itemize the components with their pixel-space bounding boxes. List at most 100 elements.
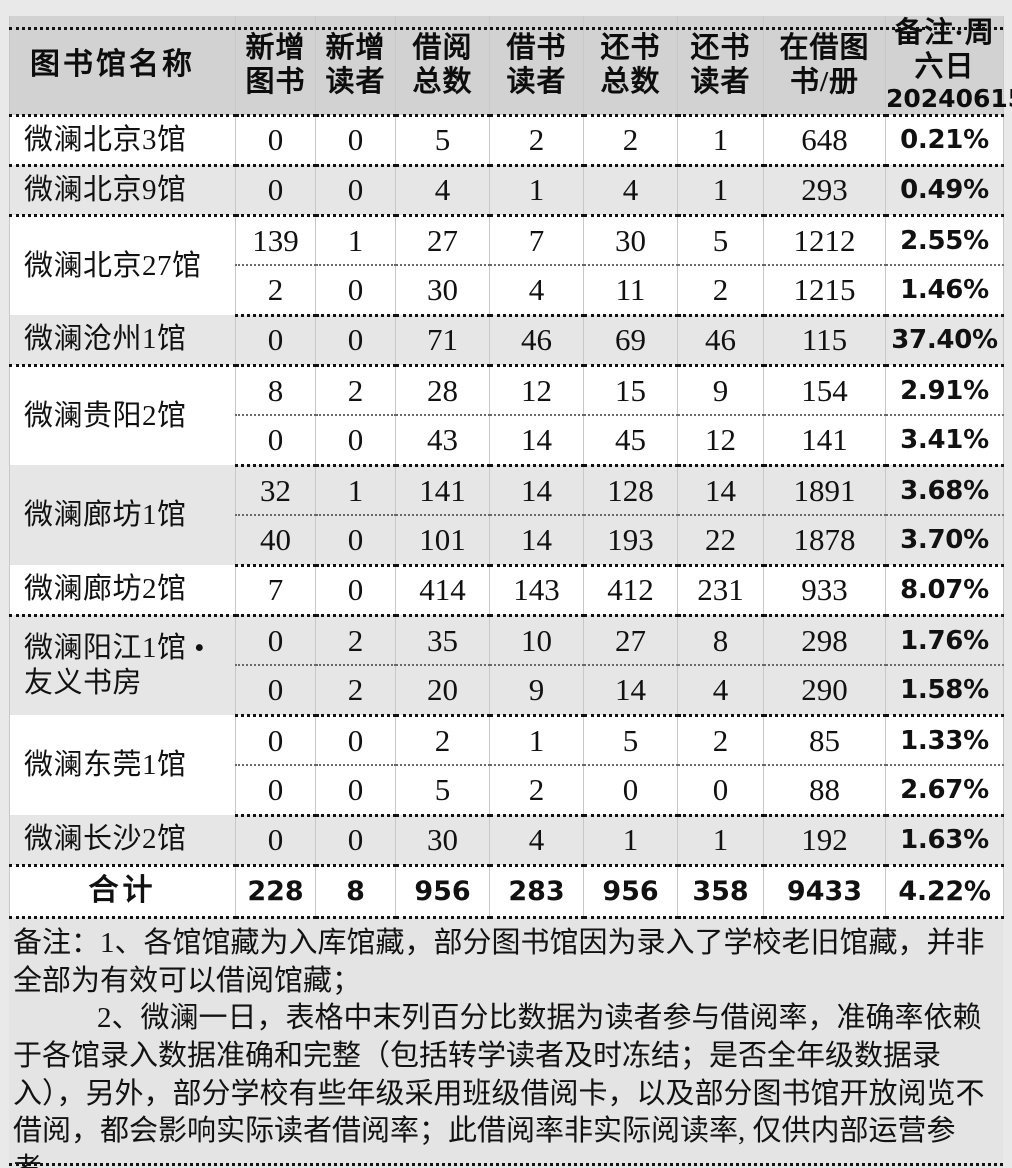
table-row: 微澜贵阳2馆 8 2 28 12 15 9 154 2.91%: [9, 365, 1004, 466]
cell-on-loan: 85: [763, 715, 886, 767]
header-library-name: 图书馆名称: [9, 16, 236, 117]
cell-new-books: 0: [235, 315, 316, 367]
table-row: 0 2 20 9 14 4 290 1.58%: [10, 665, 1004, 717]
totals-return-readers: 358: [677, 865, 764, 919]
cell-new-books: 139: [235, 215, 316, 267]
cell-borrow-total: 20: [395, 665, 490, 717]
cell-new-books: 0: [235, 765, 316, 817]
cell-borrow-total: 5: [395, 765, 490, 817]
cell-borrow-total: 101: [395, 515, 490, 567]
cell-borrow-total: 30: [395, 815, 490, 867]
cell-participation-rate: 2.55%: [885, 215, 1004, 267]
header-borrow-readers: 借书 读者: [489, 16, 584, 117]
cell-return-total: 412: [583, 565, 678, 617]
totals-new-readers: 8: [315, 865, 396, 919]
cell-on-loan: 293: [763, 165, 886, 217]
library-name-cell: 微澜北京3馆: [9, 115, 236, 167]
cell-participation-rate: 3.70%: [885, 515, 1004, 567]
cell-borrow-readers: 9: [489, 665, 584, 717]
cell-on-loan: 1212: [763, 215, 886, 267]
table-row: 微澜北京3馆 0 0 5 2 2 1 648 0.21%: [9, 115, 1004, 167]
library-name-cell: 微澜长沙2馆: [9, 815, 236, 867]
cell-new-readers: 2: [315, 365, 396, 417]
table-row: 微澜阳江1馆 • 友义书房 0 2 35 10 27 8 298 1.76%: [9, 615, 1004, 716]
cell-return-total: 27: [583, 615, 678, 667]
cell-new-readers: 0: [315, 115, 396, 167]
cell-new-books: 0: [235, 165, 316, 217]
cell-new-readers: 0: [315, 315, 396, 367]
header-return-readers-line1: 还书: [690, 31, 751, 64]
cell-borrow-readers: 1: [489, 715, 584, 767]
cell-borrow-readers: 2: [489, 115, 584, 167]
cell-borrow-readers: 46: [489, 315, 584, 367]
cell-new-readers: 0: [315, 815, 396, 867]
cell-borrow-readers: 10: [489, 615, 584, 667]
cell-participation-rate: 2.67%: [885, 765, 1004, 817]
cell-participation-rate: 8.07%: [885, 565, 1004, 617]
cell-new-books: 40: [235, 515, 316, 567]
cell-on-loan: 1215: [763, 265, 886, 317]
library-name-cell: 微澜沧州1馆: [9, 315, 236, 367]
header-borrow-total: 借阅 总数: [395, 16, 490, 117]
cell-new-readers: 0: [315, 165, 396, 217]
cell-return-readers: 5: [677, 215, 764, 267]
table-row: 微澜沧州1馆 0 0 71 46 69 46 115 37.40%: [9, 315, 1004, 367]
cell-new-books: 8: [235, 365, 316, 417]
library-name-cell: 微澜贵阳2馆: [9, 365, 236, 466]
cell-return-readers: 9: [677, 365, 764, 417]
cell-borrow-total: 414: [395, 565, 490, 617]
library-name-cell: 微澜廊坊2馆: [9, 565, 236, 617]
cell-new-books: 0: [235, 715, 316, 767]
cell-return-readers: 12: [677, 415, 764, 467]
top-rule: [9, 27, 1003, 30]
footnote-line-2: 2、微澜一日，表格中末列百分比数据为读者参与借阅率，准确率依赖于各馆录入数据准确…: [13, 1002, 985, 1168]
cell-return-readers: 4: [677, 665, 764, 717]
table-row: 2 0 30 4 11 2 1215 1.46%: [10, 265, 1004, 317]
header-row: 图书馆名称 新增 图书 新增 读者 借阅 总数 借书 读者: [9, 16, 1012, 117]
cell-borrow-readers: 14: [489, 415, 584, 467]
cell-new-readers: 1: [315, 215, 396, 267]
cell-on-loan: 298: [763, 615, 886, 667]
cell-return-total: 4: [583, 165, 678, 217]
cell-new-books: 0: [235, 815, 316, 867]
header-return-total-line2: 总数: [600, 65, 661, 98]
cell-on-loan: 141: [763, 415, 886, 467]
header-return-readers-line2: 读者: [690, 65, 751, 98]
cell-participation-rate: 2.91%: [885, 365, 1004, 417]
header-new-books: 新增 图书: [235, 16, 316, 117]
cell-return-readers: 22: [677, 515, 764, 567]
cell-borrow-total: 27: [395, 215, 490, 267]
cell-return-total: 2: [583, 115, 678, 167]
cell-on-loan: 1878: [763, 515, 886, 567]
library-statistics-table: 图书馆名称 新增 图书 新增 读者 借阅 总数 借书 读者: [9, 16, 1012, 919]
cell-participation-rate: 3.41%: [885, 415, 1004, 467]
cell-return-readers: 0: [677, 765, 764, 817]
cell-participation-rate: 0.21%: [885, 115, 1004, 167]
table-header: 图书馆名称 新增 图书 新增 读者 借阅 总数 借书 读者: [9, 16, 1012, 117]
totals-row: 合计 228 8 956 283 956 358 9433 4.22%: [9, 865, 1004, 919]
cell-participation-rate: 3.68%: [885, 465, 1004, 517]
cell-new-readers: 2: [315, 665, 396, 717]
cell-new-readers: 2: [315, 615, 396, 667]
header-on-loan-line1: 在借图: [779, 31, 870, 64]
table-row: 40 0 101 14 193 22 1878 3.70%: [10, 515, 1004, 567]
header-return-readers: 还书 读者: [677, 16, 764, 117]
cell-new-books: 2: [235, 265, 316, 317]
header-return-total: 还书 总数: [583, 16, 678, 117]
header-remark-rate: 备注·周六日 20240615/6: [885, 16, 1012, 117]
cell-borrow-total: 43: [395, 415, 490, 467]
totals-participation-rate: 4.22%: [885, 865, 1004, 919]
cell-borrow-total: 28: [395, 365, 490, 417]
cell-return-total: 11: [583, 265, 678, 317]
cell-new-readers: 0: [315, 265, 396, 317]
table-row: 微澜北京9馆 0 0 4 1 4 1 293 0.49%: [9, 165, 1004, 217]
cell-borrow-total: 5: [395, 115, 490, 167]
totals-borrow-readers: 283: [489, 865, 584, 919]
table-row: 微澜廊坊1馆 32 1 141 14 128 14 1891 3.68%: [9, 465, 1004, 566]
cell-new-readers: 0: [315, 715, 396, 767]
cell-new-books: 32: [235, 465, 316, 517]
header-new-books-line2: 图书: [245, 65, 306, 98]
cell-borrow-readers: 143: [489, 565, 584, 617]
library-name-cell: 微澜阳江1馆 • 友义书房: [9, 615, 236, 716]
cell-new-readers: 0: [315, 565, 396, 617]
